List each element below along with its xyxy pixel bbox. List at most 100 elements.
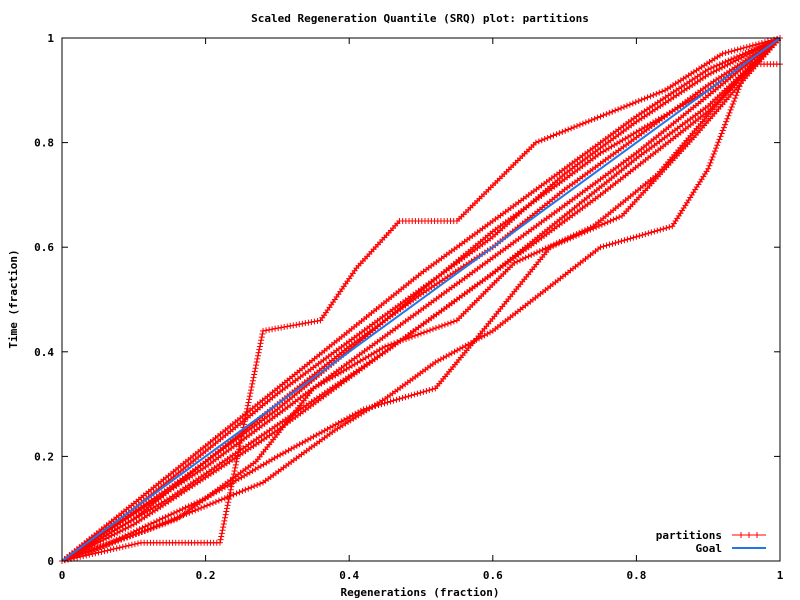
partitions-point xyxy=(739,51,746,58)
partitions-point xyxy=(93,545,100,552)
partitions-point xyxy=(282,448,289,455)
partitions-point xyxy=(733,92,740,99)
partitions-point xyxy=(198,504,205,511)
partitions-point xyxy=(393,396,400,403)
partitions-point xyxy=(142,523,149,530)
partitions-point xyxy=(606,109,613,116)
partitions-point xyxy=(719,50,726,57)
partitions-point xyxy=(719,60,726,67)
partitions-point xyxy=(598,221,605,228)
partitions-point xyxy=(579,120,586,127)
partitions-point xyxy=(584,227,591,234)
partitions-point xyxy=(372,402,379,409)
partitions-point xyxy=(725,49,732,56)
partitions-point xyxy=(222,511,229,518)
partitions-point xyxy=(609,108,616,115)
partitions-point xyxy=(626,101,633,108)
partitions-point xyxy=(590,225,597,232)
partitions-point xyxy=(310,433,317,440)
partitions-point xyxy=(249,377,256,384)
partitions-point xyxy=(305,319,312,326)
partitions-point xyxy=(542,245,549,252)
partitions-point xyxy=(253,359,260,366)
partitions-point xyxy=(414,390,421,397)
partitions-point xyxy=(516,257,523,264)
partitions-point xyxy=(385,342,392,349)
partitions-point xyxy=(162,514,169,521)
partitions-point xyxy=(128,541,135,548)
partitions-point xyxy=(248,387,255,394)
partitions-point xyxy=(751,46,758,53)
partitions-point xyxy=(314,317,321,324)
partitions-point xyxy=(104,540,111,547)
partitions-point xyxy=(234,455,241,462)
partitions-point xyxy=(632,99,639,106)
partitions-point xyxy=(429,386,436,393)
partitions-point xyxy=(722,58,729,65)
partitions-point xyxy=(165,512,172,519)
partitions-point xyxy=(571,124,578,131)
partitions-point xyxy=(708,156,715,163)
partitions-point xyxy=(366,404,373,411)
partitions-point xyxy=(222,514,229,521)
partitions-point xyxy=(624,236,631,243)
partitions-point xyxy=(241,421,248,428)
partitions-point xyxy=(272,325,279,332)
partitions-point xyxy=(441,321,448,328)
partitions-point xyxy=(192,507,199,514)
partitions-point xyxy=(725,57,732,64)
partitions-point xyxy=(290,322,297,329)
partitions-point xyxy=(749,42,756,49)
partitions-point xyxy=(185,503,192,510)
partitions-point xyxy=(535,138,542,145)
partitions-point xyxy=(663,225,670,232)
partitions-point xyxy=(223,505,230,512)
partitions-point xyxy=(550,242,557,249)
partitions-point xyxy=(396,395,403,402)
partitions-point xyxy=(604,219,611,226)
partitions-point xyxy=(397,338,404,345)
partitions-point xyxy=(722,121,729,128)
partitions-point xyxy=(706,162,713,169)
partitions-point xyxy=(391,340,398,347)
partitions-point xyxy=(244,402,251,409)
partitions-point xyxy=(715,139,722,146)
partitions-point xyxy=(743,44,750,51)
partitions-point xyxy=(251,483,258,490)
partitions-point xyxy=(761,39,768,46)
partitions-point xyxy=(233,458,240,465)
partitions-point xyxy=(440,354,447,361)
partitions-point xyxy=(110,546,117,553)
partitions-point xyxy=(285,447,292,454)
partitions-point xyxy=(721,63,728,70)
partitions-point xyxy=(647,93,654,100)
partitions-point xyxy=(630,234,637,241)
partitions-point xyxy=(134,540,141,547)
partitions-point xyxy=(245,485,252,492)
partitions-point xyxy=(231,468,238,475)
partitions-point xyxy=(311,318,318,325)
partitions-point xyxy=(119,543,126,550)
partitions-point xyxy=(556,130,563,137)
partitions-point xyxy=(235,449,242,456)
partitions-point xyxy=(596,222,603,229)
partitions-point xyxy=(597,113,604,120)
partitions-point xyxy=(444,320,451,327)
partitions-point xyxy=(145,522,152,529)
partitions-point xyxy=(728,56,735,63)
y-tick-label: 0.2 xyxy=(34,450,54,463)
partitions-point xyxy=(95,549,102,556)
partitions-point xyxy=(247,390,254,397)
partitions-point xyxy=(252,365,259,372)
partitions-point xyxy=(462,342,469,349)
partitions-point xyxy=(639,231,646,238)
partitions-point xyxy=(567,235,574,242)
partitions-point xyxy=(224,502,231,509)
partitions-point xyxy=(243,408,250,415)
partitions-point xyxy=(723,118,730,125)
partitions-point xyxy=(651,228,658,235)
partitions-point xyxy=(564,236,571,243)
partitions-point xyxy=(621,237,628,244)
partitions-point xyxy=(705,66,712,73)
y-tick-label: 0 xyxy=(47,555,54,568)
